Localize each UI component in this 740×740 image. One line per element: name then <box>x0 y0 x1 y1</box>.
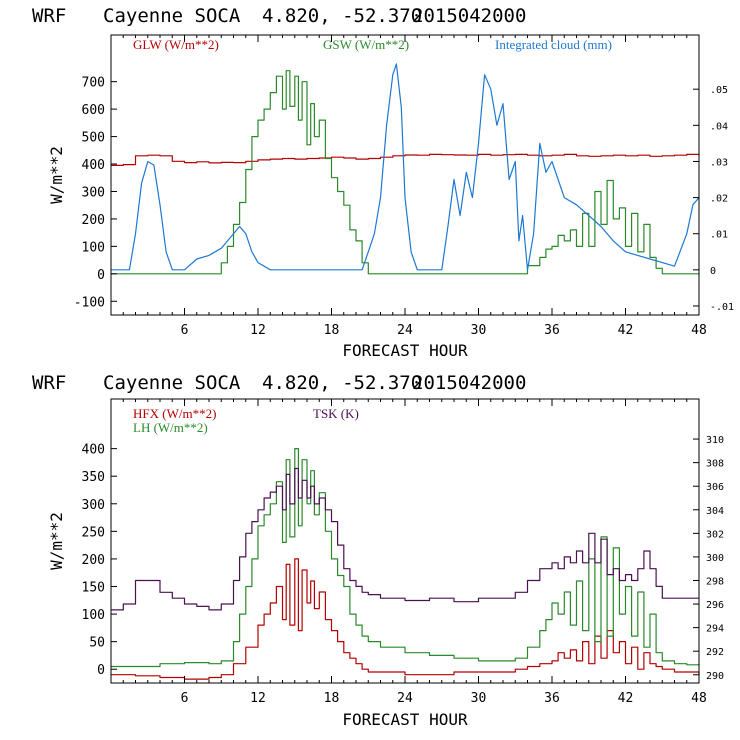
y-tick-label: 150 <box>82 580 105 595</box>
plot-frame <box>110 398 700 684</box>
y-tick-label: 100 <box>82 240 105 255</box>
y-tick-label: 350 <box>82 470 105 485</box>
y-axis-label: W/m**2 <box>47 146 66 204</box>
y-tick-label: 0 <box>97 268 105 283</box>
legend-entry: Integrated cloud (mm) <box>495 37 612 52</box>
y2-tick-label: 302 <box>706 529 724 540</box>
chart-title-part: Cayenne SOCA <box>103 5 241 27</box>
legend-entry: GSW (W/m**2) <box>323 37 409 52</box>
x-tick-label: 18 <box>324 323 340 338</box>
y-tick-label: 700 <box>82 76 105 91</box>
y2-tick-label: -.01 <box>710 302 734 313</box>
chart-title-part: Cayenne SOCA <box>103 372 241 394</box>
series-line-top-0 <box>111 153 700 166</box>
y-tick-label: 500 <box>82 131 105 146</box>
y-axis-label: W/m**2 <box>47 512 66 570</box>
legend-entry: HFX (W/m**2) <box>133 406 216 421</box>
y2-tick-label: .02 <box>710 194 728 205</box>
x-tick-label: 48 <box>691 323 707 338</box>
y2-tick-label: 294 <box>706 624 724 635</box>
y2-tick-label: 298 <box>706 576 724 587</box>
x-tick-label: 24 <box>397 323 413 338</box>
y2-tick-label: 304 <box>706 506 724 517</box>
x-tick-label: 18 <box>324 691 340 706</box>
legend-entry: TSK (K) <box>313 406 359 421</box>
y-tick-label: 300 <box>82 185 105 200</box>
x-axis-label: FORECAST HOUR <box>342 341 468 360</box>
y-tick-label: 300 <box>82 498 105 513</box>
x-tick-label: 36 <box>544 323 560 338</box>
y2-tick-label: .04 <box>710 121 728 132</box>
y-tick-label: 200 <box>82 553 105 568</box>
x-tick-label: 42 <box>618 323 634 338</box>
x-tick-label: 12 <box>250 691 266 706</box>
y-tick-label: 200 <box>82 213 105 228</box>
y2-tick-label: .05 <box>710 85 728 96</box>
x-tick-label: 48 <box>691 691 707 706</box>
series-line-top-1 <box>111 70 699 275</box>
y-tick-label: 0 <box>97 663 105 678</box>
chart-title-part: 2015042000 <box>412 5 526 27</box>
y-tick-label: 600 <box>82 103 105 118</box>
x-tick-label: 30 <box>471 691 487 706</box>
y2-tick-label: 308 <box>706 459 724 470</box>
y2-tick-label: 310 <box>706 435 724 446</box>
y2-tick-label: 0 <box>710 266 716 277</box>
y-tick-label: 400 <box>82 158 105 173</box>
x-tick-label: 24 <box>397 691 413 706</box>
chart-title-part: WRF <box>32 372 66 394</box>
x-tick-label: 12 <box>250 323 266 338</box>
y-tick-label: 250 <box>82 525 105 540</box>
y2-tick-label: 292 <box>706 647 724 658</box>
legend-entry: GLW (W/m**2) <box>133 37 219 52</box>
plot-frame <box>110 34 700 316</box>
y2-tick-label: .01 <box>710 230 728 241</box>
x-tick-label: 30 <box>471 323 487 338</box>
x-tick-label: 6 <box>181 691 189 706</box>
series-line-bottom-1 <box>111 448 700 668</box>
x-tick-label: 36 <box>544 691 560 706</box>
y2-tick-label: 306 <box>706 482 724 493</box>
y2-tick-label: 296 <box>706 600 724 611</box>
chart-title-part: 4.820, -52.370 <box>262 372 422 394</box>
series-line-bottom-0 <box>111 558 700 680</box>
series-line-top-2 <box>111 63 700 271</box>
x-tick-label: 6 <box>181 323 189 338</box>
y2-tick-label: .03 <box>710 157 728 168</box>
y2-tick-label: 300 <box>706 553 724 564</box>
legend-entry: LH (W/m**2) <box>133 420 208 435</box>
series-line-bottom-2 <box>111 467 699 611</box>
y-tick-label: 50 <box>89 636 105 651</box>
x-axis-label: FORECAST HOUR <box>342 710 468 729</box>
y-tick-label: -100 <box>74 295 105 310</box>
y2-tick-label: 290 <box>706 671 724 682</box>
y-tick-label: 400 <box>82 443 105 458</box>
y-tick-label: 100 <box>82 608 105 623</box>
chart-title-part: WRF <box>32 5 66 27</box>
x-tick-label: 42 <box>618 691 634 706</box>
chart-title-part: 4.820, -52.370 <box>262 5 422 27</box>
chart-title-part: 2015042000 <box>412 372 526 394</box>
